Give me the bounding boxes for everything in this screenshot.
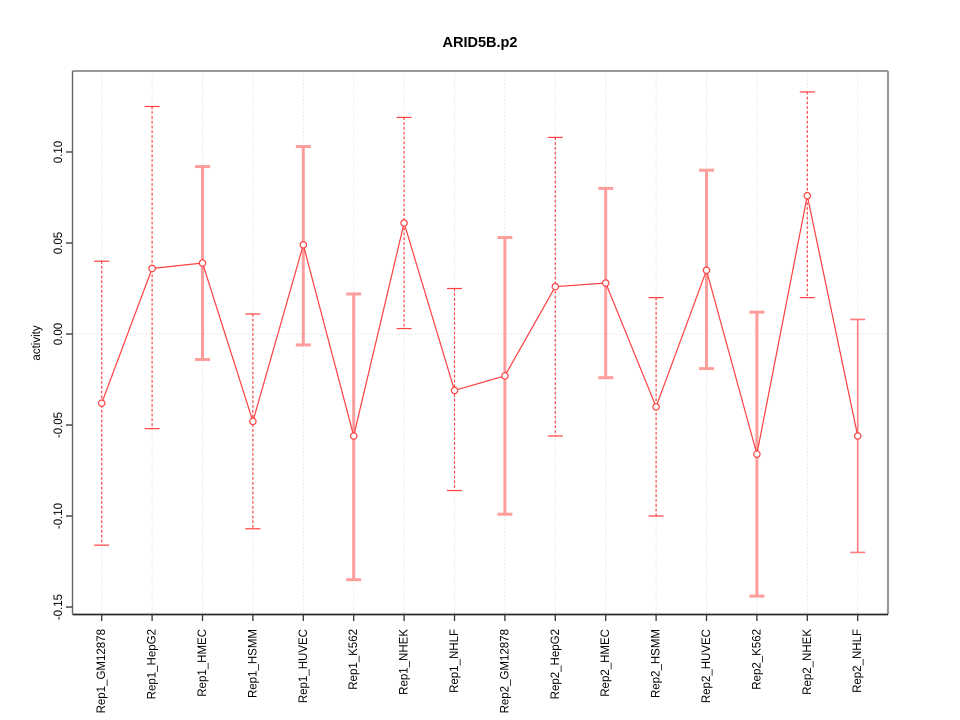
x-tick-label: Rep1_HSMM	[247, 629, 259, 698]
x-tick-label: Rep2_HUVEC	[701, 629, 713, 703]
data-point	[551, 282, 560, 291]
x-tick-label: Rep1_HMEC	[197, 629, 209, 697]
data-point	[803, 191, 812, 200]
data-point	[450, 386, 459, 395]
x-tick-label: Rep2_HSMM	[651, 629, 663, 698]
axis-ticks-and-labels: 0.10 0.05 0.00 -0.05 -0.10 -0.15 Rep1_GM12878 R…	[53, 141, 864, 714]
x-tick-label: Rep2_K562	[751, 629, 763, 690]
x-tick-label: Rep2_NHEK	[802, 629, 814, 695]
data-point	[198, 259, 207, 267]
data-point	[652, 403, 660, 411]
data-point	[501, 372, 509, 380]
x-tick-label: Rep1_NHEK	[399, 629, 411, 695]
y-tick-label: -0.10	[53, 503, 65, 529]
x-tick-label: Rep1_HUVEC	[298, 629, 310, 703]
data-point	[349, 432, 358, 440]
y-axis-title: activity	[31, 325, 43, 360]
data-point	[753, 450, 761, 458]
x-tick-label: Rep2_NHLF	[852, 629, 864, 693]
data-point	[299, 241, 308, 249]
data-point	[249, 417, 257, 426]
data-point	[853, 432, 862, 440]
y-tick-label: 0.10	[53, 141, 65, 163]
series-line	[101, 195, 859, 455]
y-tick-label: 0.05	[53, 232, 65, 254]
x-tick-label: Rep1_GM12878	[96, 629, 108, 713]
gridlines	[72, 71, 888, 615]
data-point	[148, 264, 156, 273]
y-tick-label: -0.05	[53, 412, 65, 438]
data-points	[97, 191, 862, 458]
chart-title: ARID5B.p2	[443, 35, 518, 51]
x-tick-label: Rep1_HepG2	[147, 629, 159, 699]
x-tick-label: Rep2_GM12878	[499, 629, 511, 713]
x-tick-label: Rep1_NHLF	[449, 629, 461, 693]
error-bars	[94, 91, 866, 598]
data-point	[400, 219, 408, 227]
plot-border	[71, 70, 890, 616]
data-point	[601, 279, 610, 287]
x-tick-label: Rep2_HMEC	[600, 629, 612, 697]
data-point	[97, 399, 106, 407]
series-polyline	[101, 195, 859, 455]
x-tick-label: Rep2_HepG2	[550, 629, 562, 699]
data-point	[702, 266, 711, 275]
x-tick-label: Rep1_K562	[348, 629, 360, 690]
y-tick-label: 0.00	[53, 323, 65, 345]
y-tick-label: -0.15	[53, 594, 65, 620]
